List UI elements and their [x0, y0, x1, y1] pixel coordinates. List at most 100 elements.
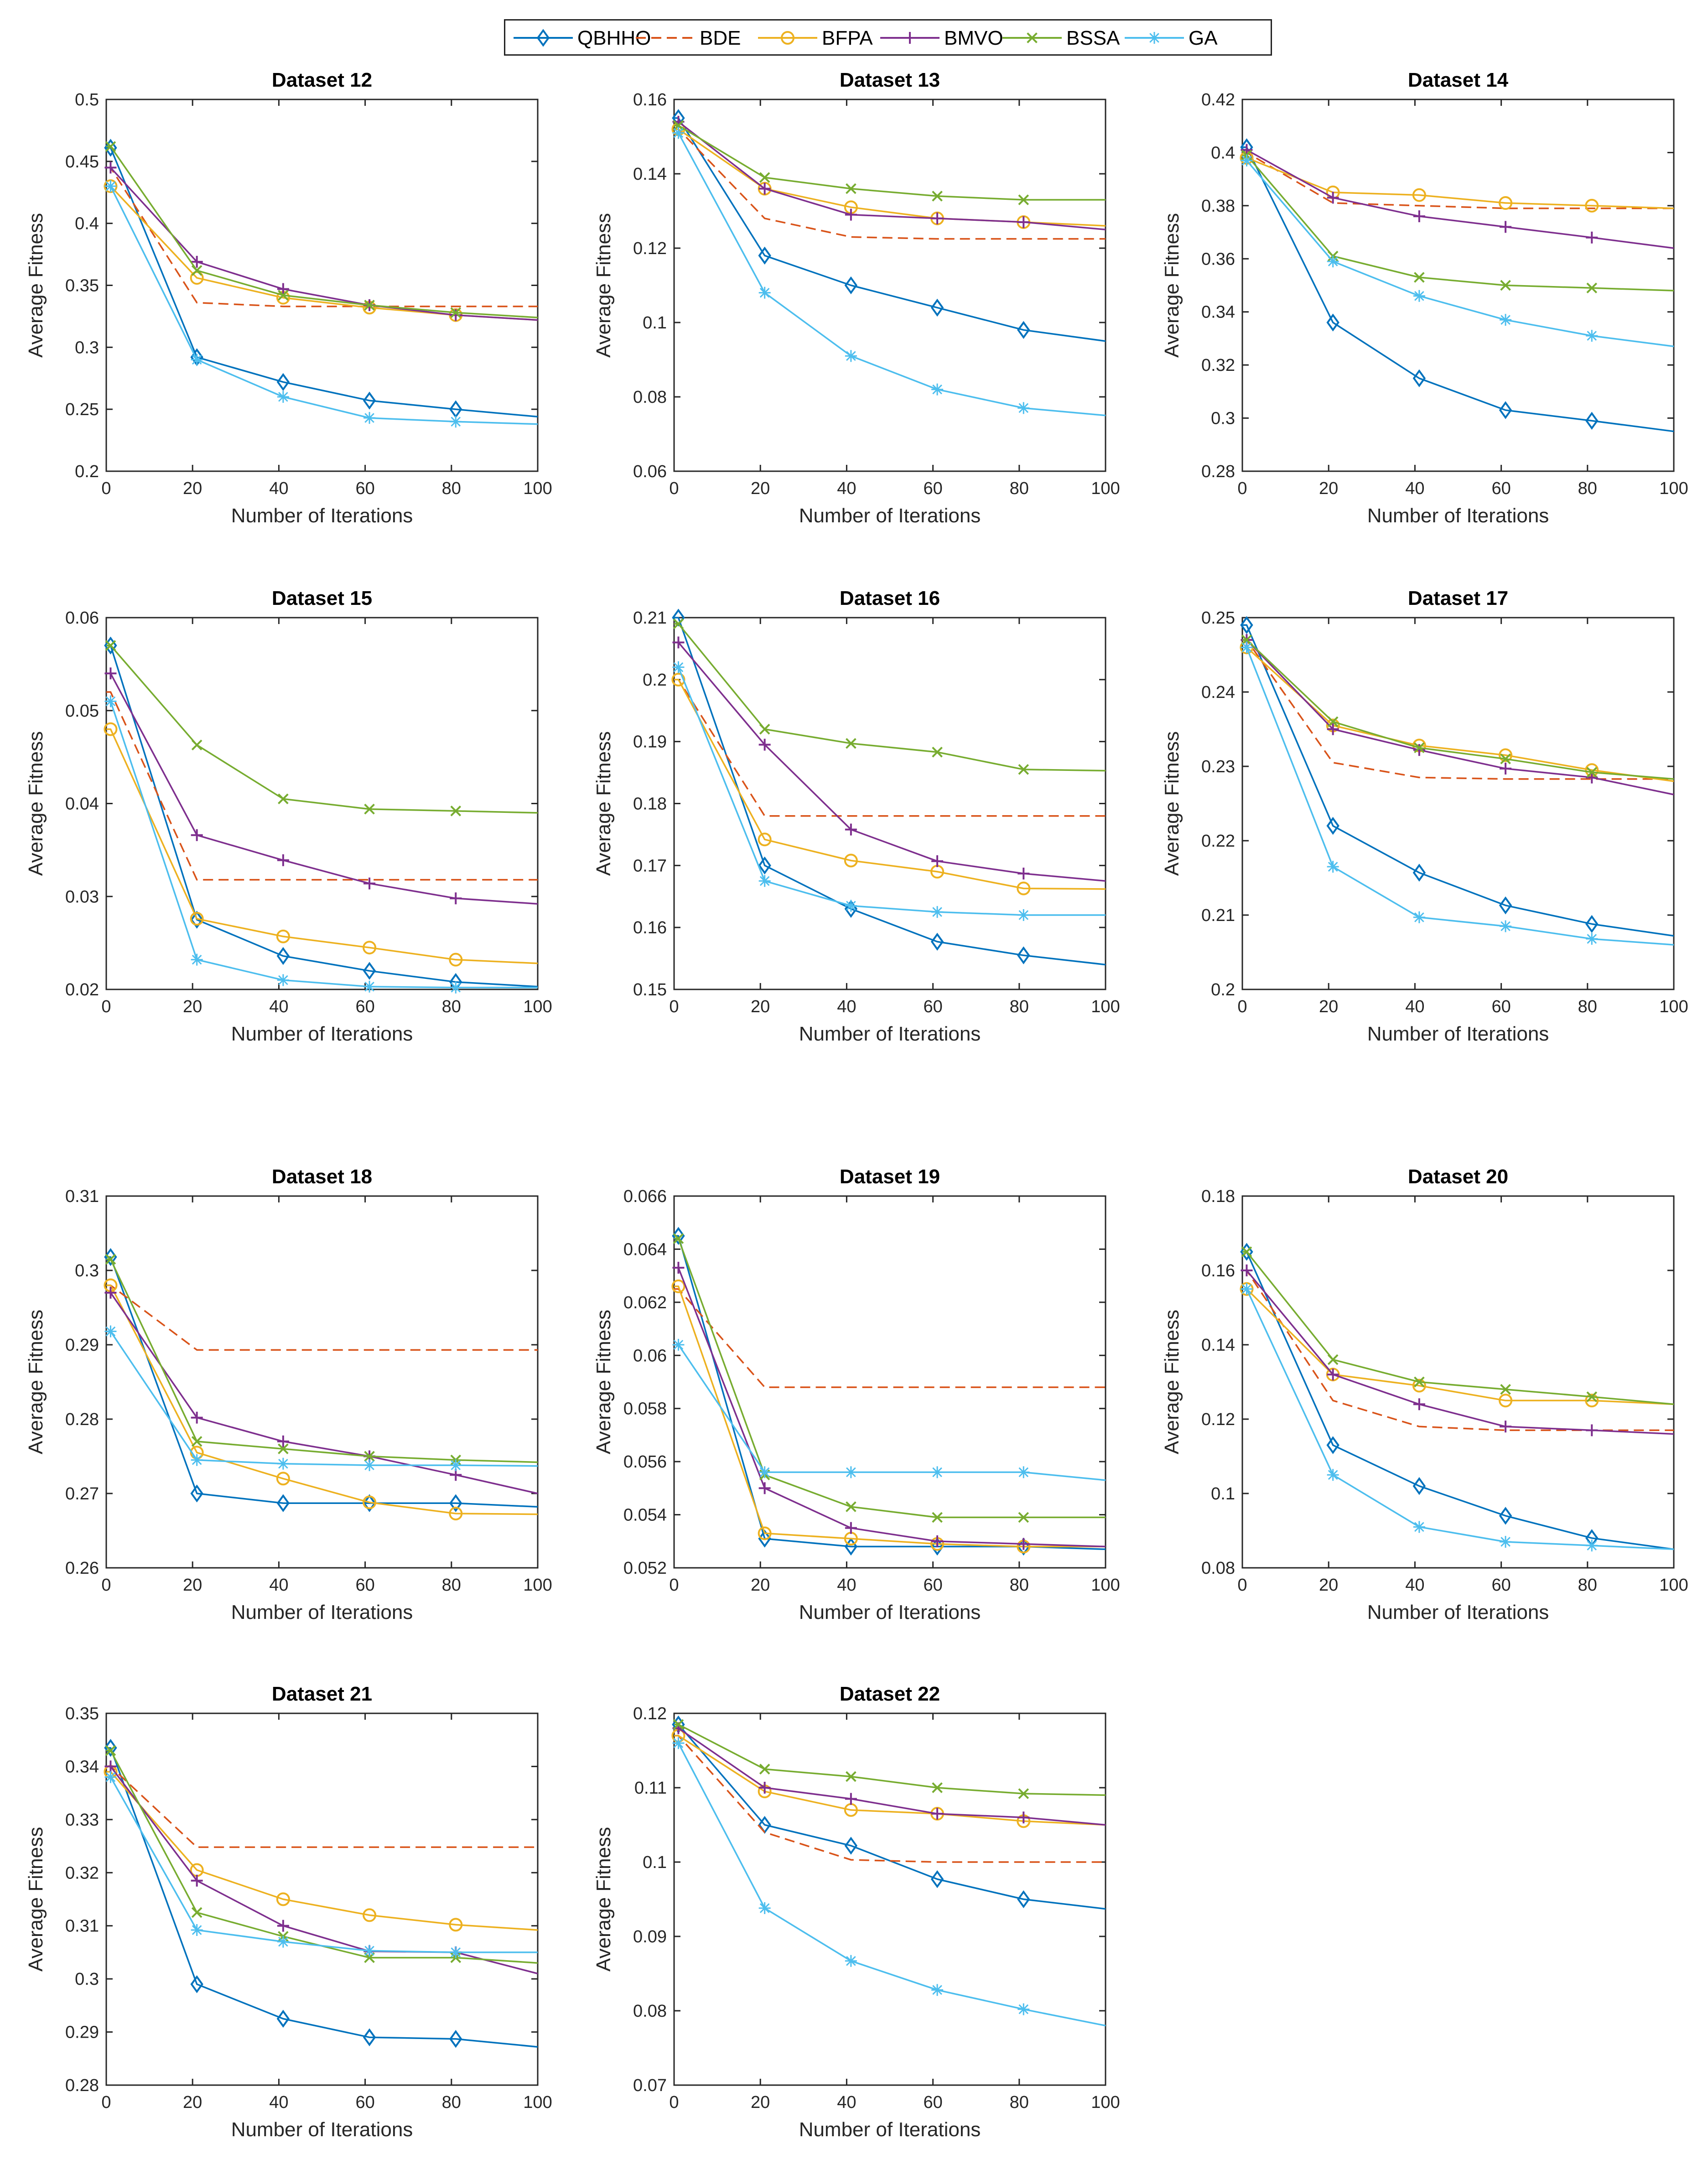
chart-title: Dataset 19 [840, 1165, 940, 1188]
series-bssa [673, 1719, 1106, 1799]
y-tick-label: 0.16 [633, 918, 667, 937]
chart-dataset-19: Dataset 19 0 20 40 60 80 100 0.052 0.054 0.056 0.0… [592, 1165, 1120, 1623]
y-tick-label: 0.08 [633, 2002, 667, 2021]
point-bmvo [104, 667, 117, 680]
y-tick-label: 0.21 [1201, 906, 1235, 925]
point-bfpa [671, 672, 685, 687]
y-tick-label: 0.4 [1211, 143, 1235, 162]
point-bmvo [1586, 231, 1598, 244]
y-tick-label: 0.4 [75, 214, 99, 234]
point-qbhho [190, 911, 203, 929]
point-bmvo [845, 1522, 857, 1534]
plot-area [105, 99, 539, 472]
legend-marker-qbhho [536, 29, 550, 47]
legend-label-bmvo: BMVO [944, 27, 1003, 49]
chart-dataset-18: Dataset 18 0 20 40 60 80 100 0.26 0.27 0.28 0.29 0.… [25, 1165, 552, 1623]
plot-area [1241, 99, 1675, 472]
point-ga [1241, 1283, 1253, 1295]
point-bssa [191, 739, 202, 750]
point-bmvo [1413, 744, 1425, 756]
point-bfpa [363, 941, 377, 955]
y-tick-label: 0.05 [65, 702, 99, 721]
series-line-qbhho [106, 1747, 538, 2048]
y-tick-label: 0.25 [65, 400, 99, 419]
point-ga [672, 127, 685, 139]
point-qbhho [930, 1870, 944, 1889]
chart-dataset-14: Dataset 14 0 20 40 60 80 100 0.28 0.3 0.32 0.34 0.3… [1161, 69, 1688, 527]
y-axis-label: Average Fitness [1161, 213, 1183, 358]
series-bssa [673, 120, 1106, 205]
x-tick-label: 20 [183, 2093, 202, 2112]
point-bssa [673, 1233, 684, 1244]
y-tick-label: 0.38 [1201, 197, 1235, 216]
legend-label-ga: GA [1189, 27, 1218, 49]
point-bmvo [1413, 1398, 1425, 1410]
chart-dataset-15: Dataset 15 0 20 40 60 80 100 0.02 0.03 0.04 0.05 0.… [25, 587, 552, 1045]
point-bssa [1500, 280, 1511, 291]
point-bmvo [1327, 1368, 1339, 1381]
x-axis-label: Number of Iterations [799, 1023, 981, 1045]
point-bfpa [363, 1495, 377, 1509]
y-tick-label: 0.18 [633, 795, 667, 814]
x-tick-label: 40 [269, 997, 288, 1016]
point-ga [104, 180, 117, 193]
x-tick-label: 20 [183, 479, 202, 498]
series-line-qbhho [1242, 624, 1674, 937]
point-bmvo [191, 829, 203, 841]
point-bssa [278, 1443, 289, 1455]
x-tick-label: 80 [1010, 1576, 1029, 1595]
y-axis-label: Average Fitness [1161, 731, 1183, 876]
x-tick-label: 80 [1010, 997, 1029, 1016]
point-qbhho [672, 1227, 685, 1245]
point-qbhho [276, 947, 290, 965]
y-tick-label: 0.29 [65, 1336, 99, 1355]
series-ga [1241, 641, 1674, 946]
point-bfpa [1412, 1379, 1426, 1393]
point-bssa [191, 1436, 202, 1447]
legend-entry-bde: BDE [636, 27, 741, 49]
point-ga [758, 286, 771, 299]
point-bssa [1586, 767, 1598, 778]
y-tick-label: 0.21 [633, 609, 667, 628]
point-bmvo [845, 823, 857, 836]
x-tick-label: 20 [183, 997, 202, 1016]
y-tick-label: 0.06 [633, 1346, 667, 1365]
point-ga [1500, 314, 1512, 326]
chart-title: Dataset 15 [272, 587, 372, 609]
point-bmvo [450, 892, 462, 905]
point-bssa [846, 1501, 857, 1512]
x-tick-label: 80 [1578, 997, 1597, 1016]
point-ga [845, 900, 857, 912]
plot-area [673, 1195, 1106, 1569]
point-qbhho [1499, 1507, 1512, 1525]
plot-area [1241, 1195, 1675, 1569]
y-tick-label: 0.1 [1211, 1484, 1235, 1504]
chart-dataset-16: Dataset 16 0 20 40 60 80 100 0.15 0.16 0.17 0.18 0.… [592, 587, 1120, 1045]
x-axis-label: Number of Iterations [799, 505, 981, 527]
y-axis-label: Average Fitness [1161, 1310, 1183, 1454]
chart-dataset-22: Dataset 22 0 20 40 60 80 100 0.07 0.08 0.09 0.1 0.1… [592, 1683, 1120, 2141]
point-qbhho [276, 1494, 290, 1512]
y-tick-label: 0.16 [633, 90, 667, 109]
y-axis-label: Average Fitness [592, 1827, 615, 1972]
legend-marker-bmvo [904, 32, 916, 44]
y-tick-label: 0.28 [1201, 462, 1235, 481]
x-tick-label: 0 [669, 2093, 679, 2112]
point-ga [931, 1984, 944, 1996]
series-bssa [1241, 635, 1674, 780]
x-tick-label: 100 [523, 997, 552, 1016]
y-tick-label: 0.17 [633, 856, 667, 875]
point-qbhho [449, 2030, 462, 2048]
series-bfpa [104, 1278, 538, 1521]
x-axis-label: Number of Iterations [231, 1023, 413, 1045]
x-tick-label: 60 [355, 1576, 374, 1595]
y-tick-label: 0.08 [1201, 1559, 1235, 1578]
x-tick-label: 100 [1091, 1576, 1120, 1595]
point-bmvo [104, 1760, 117, 1773]
x-axis-label: Number of Iterations [799, 1601, 981, 1623]
x-tick-label: 20 [1319, 479, 1338, 498]
y-tick-label: 0.07 [633, 2076, 667, 2095]
point-bfpa [1585, 198, 1599, 213]
point-bfpa [1499, 748, 1513, 762]
point-bssa [450, 307, 462, 318]
